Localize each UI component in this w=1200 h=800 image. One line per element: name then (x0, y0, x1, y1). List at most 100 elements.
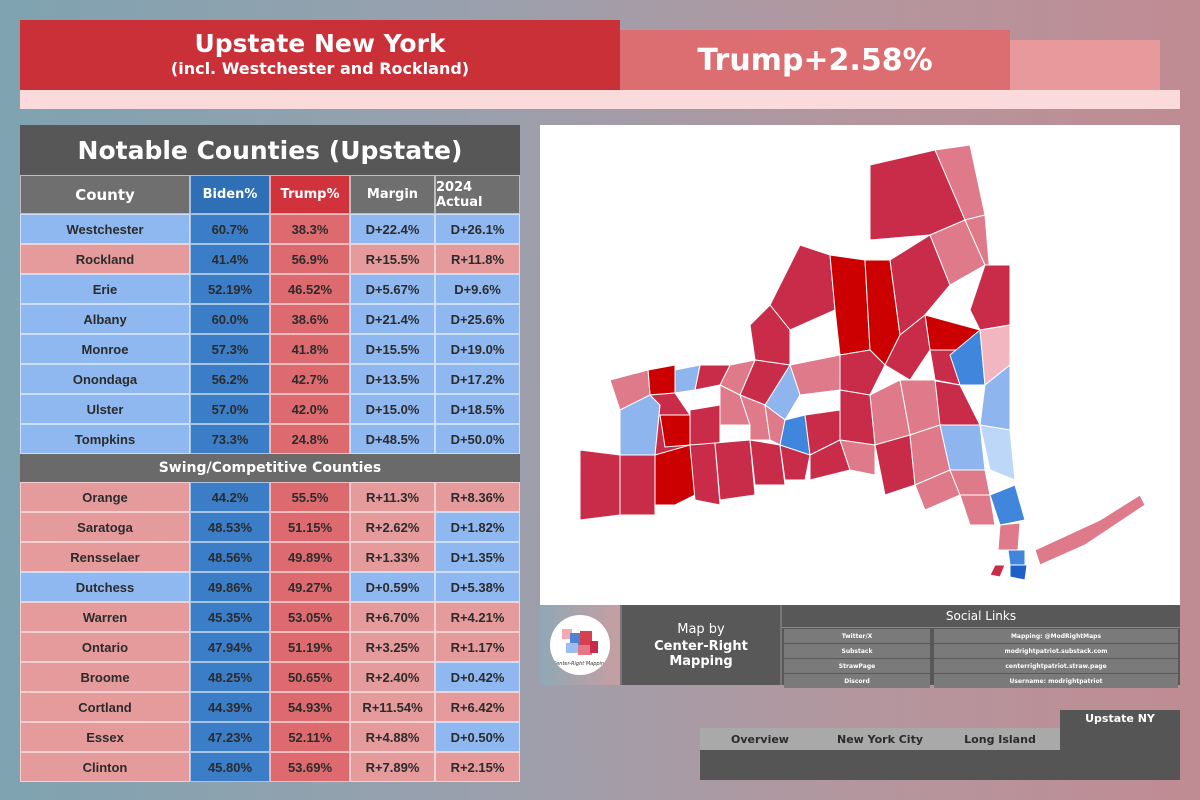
biden-percent-cell: 45.80% (190, 752, 270, 782)
county-shape (719, 384, 751, 426)
county-shape (739, 394, 771, 441)
county-name-cell: Ulster (20, 394, 190, 424)
margin-cell: D+13.5% (350, 364, 435, 394)
biden-percent-cell: 49.86% (190, 572, 270, 602)
biden-percent-cell: 47.94% (190, 632, 270, 662)
tab-overview[interactable]: Overview (700, 728, 820, 750)
biden-percent-cell: 48.25% (190, 662, 270, 692)
result-badge: Trump+2.58% (620, 30, 1010, 90)
county-shape (659, 414, 691, 448)
column-header-margin: Margin (350, 175, 435, 214)
margin-cell: D+15.0% (350, 394, 435, 424)
header-divider (20, 90, 1180, 109)
social-link-row[interactable]: Discord Username: modrightpatriot (784, 674, 1178, 688)
biden-percent-cell: 45.35% (190, 602, 270, 632)
biden-percent-cell: 44.2% (190, 482, 270, 512)
actual-2024-cell: D+26.1% (435, 214, 520, 244)
actual-2024-cell: D+19.0% (435, 334, 520, 364)
biden-percent-cell: 47.23% (190, 722, 270, 752)
county-shape (689, 442, 721, 506)
social-link-row[interactable]: Substack modrightpatriot.substack.com (784, 644, 1178, 658)
county-shape (674, 364, 701, 394)
table-row: Erie 52.19% 46.52% D+5.67% D+9.6% (20, 274, 520, 304)
notable-rows: Westchester 60.7% 38.3% D+22.4% D+26.1% Rockl… (20, 214, 520, 454)
table-row: Clinton 45.80% 53.69% R+7.89% R+2.15% (20, 752, 520, 782)
margin-cell: R+2.40% (350, 662, 435, 692)
county-name-cell: Rockland (20, 244, 190, 274)
table-row: Broome 48.25% 50.65% R+2.40% D+0.42% (20, 662, 520, 692)
social-link-value[interactable]: Username: modrightpatriot (934, 674, 1178, 688)
margin-cell: D+21.4% (350, 304, 435, 334)
county-name-cell: Cortland (20, 692, 190, 722)
trump-percent-cell: 46.52% (270, 274, 350, 304)
swing-rows: Orange 44.2% 55.5% R+11.3% R+8.36% Saratoga 48… (20, 482, 520, 782)
map-author: Center-Right Mapping (654, 638, 748, 669)
county-name-cell: Monroe (20, 334, 190, 364)
trump-percent-cell: 51.15% (270, 512, 350, 542)
column-header-biden: Biden% (190, 175, 270, 214)
margin-cell: D+48.5% (350, 424, 435, 454)
trump-percent-cell: 54.93% (270, 692, 350, 722)
county-shape (1009, 564, 1028, 581)
tab-bar-base (700, 750, 1180, 780)
trump-percent-cell: 42.0% (270, 394, 350, 424)
county-shape (654, 444, 696, 506)
social-link-label: Discord (784, 674, 930, 688)
biden-percent-cell: 57.3% (190, 334, 270, 364)
county-shape (619, 454, 656, 516)
biden-percent-cell: 60.7% (190, 214, 270, 244)
county-shape (839, 439, 876, 476)
county-shape (959, 494, 996, 526)
county-shape (839, 389, 876, 446)
map-credit: Map by Center-Right Mapping (620, 605, 780, 685)
county-name-cell: Essex (20, 722, 190, 752)
margin-cell: D+22.4% (350, 214, 435, 244)
trump-percent-cell: 49.89% (270, 542, 350, 572)
column-header-trump: Trump% (270, 175, 350, 214)
trump-percent-cell: 52.11% (270, 722, 350, 752)
county-name-cell: Westchester (20, 214, 190, 244)
table-row: Albany 60.0% 38.6% D+21.4% D+25.6% (20, 304, 520, 334)
actual-2024-cell: D+1.82% (435, 512, 520, 542)
social-link-row[interactable]: StrawPage centerrightpatriot.straw.page (784, 659, 1178, 673)
social-link-value[interactable]: modrightpatriot.substack.com (934, 644, 1178, 658)
county-shape (779, 444, 811, 481)
actual-2024-cell: D+25.6% (435, 304, 520, 334)
county-shape (1034, 494, 1146, 566)
county-shape (1007, 549, 1026, 566)
trump-percent-cell: 41.8% (270, 334, 350, 364)
actual-2024-cell: R+2.15% (435, 752, 520, 782)
actual-2024-cell: R+4.21% (435, 602, 520, 632)
social-link-value[interactable]: Mapping: @ModRightMaps (934, 629, 1178, 643)
table-row: Ulster 57.0% 42.0% D+15.0% D+18.5% (20, 394, 520, 424)
trump-percent-cell: 53.69% (270, 752, 350, 782)
county-shape (979, 424, 1016, 481)
actual-2024-cell: D+0.42% (435, 662, 520, 692)
social-link-label: Twitter/X (784, 629, 930, 643)
map-by-label: Map by (677, 621, 725, 637)
county-shape (989, 484, 1026, 526)
table-row: Warren 45.35% 53.05% R+6.70% R+4.21% (20, 602, 520, 632)
tab-upstate-ny[interactable]: Upstate NY (1060, 710, 1180, 750)
social-link-value[interactable]: centerrightpatriot.straw.page (934, 659, 1178, 673)
county-shape (714, 439, 756, 501)
margin-cell: R+7.89% (350, 752, 435, 782)
social-link-row[interactable]: Twitter/X Mapping: @ModRightMaps (784, 629, 1178, 643)
margin-cell: R+4.88% (350, 722, 435, 752)
county-name-cell: Rensselaer (20, 542, 190, 572)
social-links-panel: Social Links Twitter/X Mapping: @ModRigh… (780, 605, 1180, 688)
actual-2024-cell: R+11.8% (435, 244, 520, 274)
logo-panel: Center-Right Mapping (540, 605, 620, 685)
actual-2024-cell: R+6.42% (435, 692, 520, 722)
trump-percent-cell: 24.8% (270, 424, 350, 454)
county-name-cell: Ontario (20, 632, 190, 662)
county-shape (749, 439, 786, 486)
biden-percent-cell: 48.53% (190, 512, 270, 542)
tab-long-island[interactable]: Long Island (940, 728, 1060, 750)
county-name-cell: Dutchess (20, 572, 190, 602)
biden-percent-cell: 73.3% (190, 424, 270, 454)
table-row: Dutchess 49.86% 49.27% D+0.59% D+5.38% (20, 572, 520, 602)
county-name-cell: Clinton (20, 752, 190, 782)
tab-new-york-city[interactable]: New York City (820, 728, 940, 750)
table-row: Westchester 60.7% 38.3% D+22.4% D+26.1% (20, 214, 520, 244)
